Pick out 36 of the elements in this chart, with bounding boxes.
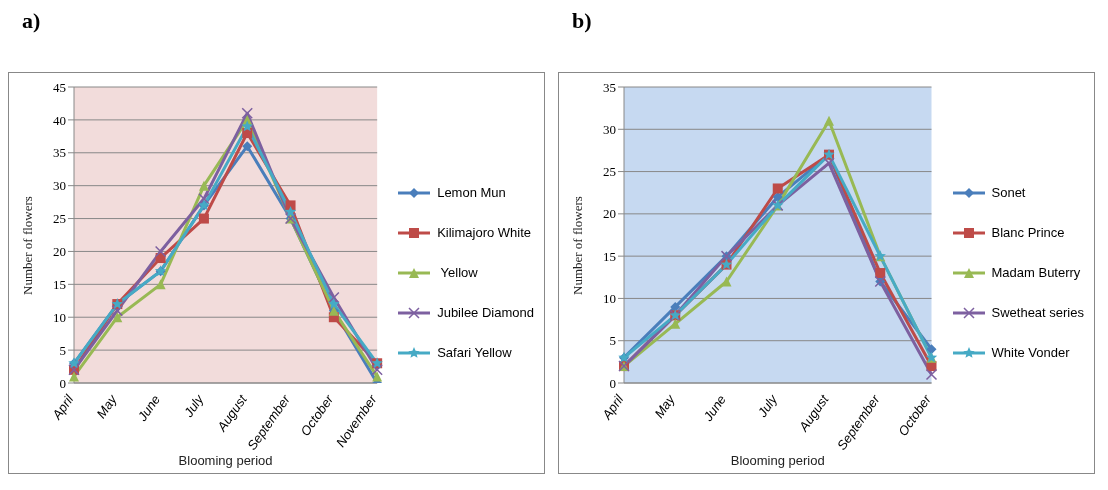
legend-label: Swetheat series — [991, 304, 1084, 322]
x-axis-title: Blooming period — [178, 453, 273, 468]
y-tick-label: 15 — [53, 276, 66, 292]
y-tick-label: 20 — [53, 244, 66, 260]
y-tick-label: 25 — [53, 211, 66, 227]
legend-label: Lemon Mun — [437, 184, 506, 202]
legend-label: Sonet — [991, 184, 1026, 202]
y-tick-label: 10 — [53, 309, 66, 325]
y-tick-label: 30 — [603, 121, 616, 137]
y-tick-label: 25 — [603, 164, 616, 180]
y-tick-label: 30 — [53, 178, 66, 194]
legend-label: Safari Yellow — [437, 344, 512, 362]
chart-title: b) — [571, 8, 593, 35]
legend-label: Yellow — [439, 264, 478, 282]
y-tick-label: 0 — [59, 375, 66, 391]
y-tick-label: 20 — [603, 206, 616, 222]
legend-label: Jubilee Diamond — [437, 304, 534, 322]
y-tick-label: 35 — [53, 145, 66, 161]
y-tick-label: 5 — [59, 342, 66, 358]
legend-label: Madam Buterry — [991, 264, 1081, 282]
legend-label: Kilimajoro White — [437, 224, 532, 242]
x-tick-label: July — [754, 390, 782, 421]
y-tick-label: 0 — [609, 375, 616, 391]
y-tick-label: 10 — [603, 291, 616, 307]
x-axis-title: Blooming period — [730, 453, 825, 468]
legend-label: White Vonder — [991, 344, 1070, 362]
y-tick-label: 45 — [53, 79, 66, 95]
chart-title: a) — [21, 8, 42, 35]
y-axis-title: Number of flowers — [569, 196, 585, 295]
y-tick-label: 5 — [609, 333, 616, 349]
y-tick-label: 35 — [603, 79, 616, 95]
y-tick-label: 40 — [53, 112, 66, 128]
legend-label: Blanc Prince — [991, 224, 1065, 242]
y-axis-title: Number of flowers — [19, 196, 35, 295]
y-tick-label: 15 — [603, 248, 616, 264]
x-tick-label: July — [180, 390, 208, 421]
